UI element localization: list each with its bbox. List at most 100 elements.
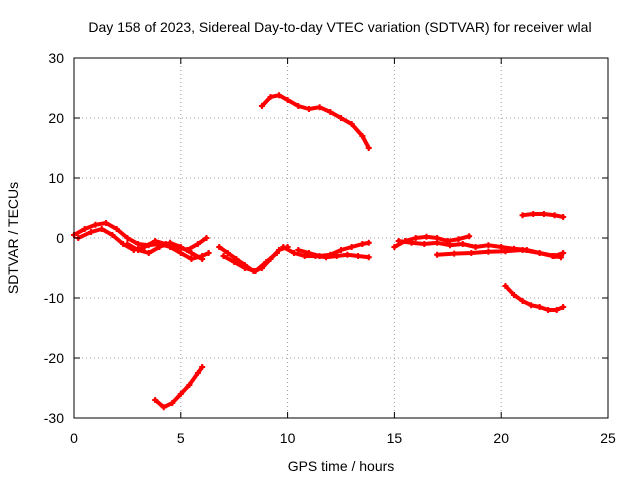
data-point: [485, 242, 492, 249]
x-axis-label: GPS time / hours: [288, 458, 395, 474]
data-point: [141, 244, 148, 250]
x-tick-label: 5: [177, 430, 185, 446]
data-point: [188, 256, 195, 262]
data-point: [498, 244, 505, 250]
data-point: [103, 220, 110, 226]
data-layer: [71, 92, 567, 411]
data-point: [316, 253, 323, 259]
data-point: [412, 235, 419, 241]
data-point: [391, 244, 398, 250]
data-point: [124, 235, 131, 241]
series-arc-12: [434, 247, 567, 259]
data-point: [519, 298, 526, 304]
data-point: [365, 145, 372, 151]
data-point: [135, 241, 142, 247]
data-point: [560, 214, 567, 220]
data-point: [109, 232, 116, 238]
data-point: [295, 247, 302, 253]
data-point: [560, 304, 567, 310]
data-point: [98, 226, 105, 232]
y-tick-label: 0: [56, 230, 64, 246]
data-point: [113, 226, 120, 232]
data-point: [231, 259, 238, 265]
data-point: [540, 211, 547, 217]
y-tick-label: 30: [48, 50, 64, 66]
data-point: [258, 103, 265, 109]
data-point: [167, 239, 174, 246]
data-point: [355, 253, 362, 259]
data-point: [216, 244, 223, 250]
data-point: [536, 304, 543, 310]
x-tick-label: 0: [70, 430, 78, 446]
x-tick-label: 20: [493, 430, 509, 446]
data-point: [284, 97, 291, 103]
data-point: [273, 250, 280, 256]
data-point: [530, 211, 537, 217]
series-arc-9: [295, 239, 372, 259]
data-point: [152, 238, 159, 244]
series-arc-4: [152, 364, 206, 411]
data-point: [188, 250, 195, 256]
data-point: [263, 259, 270, 265]
x-tick-label: 10: [280, 430, 296, 446]
data-point: [553, 307, 560, 313]
data-point: [511, 292, 518, 298]
data-point: [156, 244, 163, 250]
data-point: [365, 254, 372, 261]
data-point: [485, 248, 492, 255]
y-axis-label: SDTVAR / TECUs: [5, 182, 21, 294]
data-point: [359, 241, 366, 247]
data-point: [276, 92, 283, 99]
data-point: [177, 250, 184, 256]
data-point: [305, 250, 312, 256]
data-point: [81, 226, 88, 232]
data-point: [203, 235, 210, 241]
data-point: [528, 302, 535, 309]
data-point: [459, 241, 466, 247]
data-point: [169, 400, 176, 406]
data-point: [205, 250, 212, 256]
data-point: [536, 250, 543, 256]
series-arc-6: [220, 250, 280, 274]
data-point: [280, 244, 287, 250]
series-arc-13: [502, 283, 567, 313]
ticks: 0 5 10 15 20 25 -30 -20 -10 0 10 20 30: [44, 50, 616, 446]
data-point: [338, 115, 344, 121]
x-tick-label: 15: [387, 430, 403, 446]
series-arc-3: [124, 239, 206, 262]
data-point: [145, 250, 152, 256]
data-point: [338, 247, 344, 253]
data-point: [177, 391, 184, 397]
data-point: [421, 241, 428, 247]
data-point: [434, 251, 441, 258]
data-point: [451, 250, 458, 257]
data-point: [466, 233, 473, 240]
data-point: [135, 247, 142, 253]
data-point: [295, 103, 302, 109]
data-point: [545, 307, 552, 313]
y-tick-label: -30: [44, 410, 64, 426]
data-point: [408, 239, 415, 246]
data-point: [519, 212, 526, 219]
y-tick-label: 20: [48, 110, 64, 126]
y-tick-label: -10: [44, 290, 64, 306]
data-point: [291, 250, 298, 256]
data-point: [423, 233, 430, 240]
data-point: [560, 250, 567, 256]
x-tick-label: 25: [600, 430, 616, 446]
data-point: [434, 239, 441, 246]
data-point: [348, 244, 355, 250]
data-point: [502, 248, 509, 255]
data-point: [194, 370, 201, 376]
data-point: [124, 241, 131, 247]
data-point: [305, 106, 312, 112]
data-point: [177, 244, 184, 250]
data-point: [551, 212, 558, 219]
data-point: [224, 250, 231, 256]
data-point: [301, 253, 308, 259]
data-point: [344, 251, 351, 258]
y-tick-label: 10: [48, 170, 64, 186]
data-point: [519, 247, 526, 253]
data-point: [194, 241, 201, 247]
